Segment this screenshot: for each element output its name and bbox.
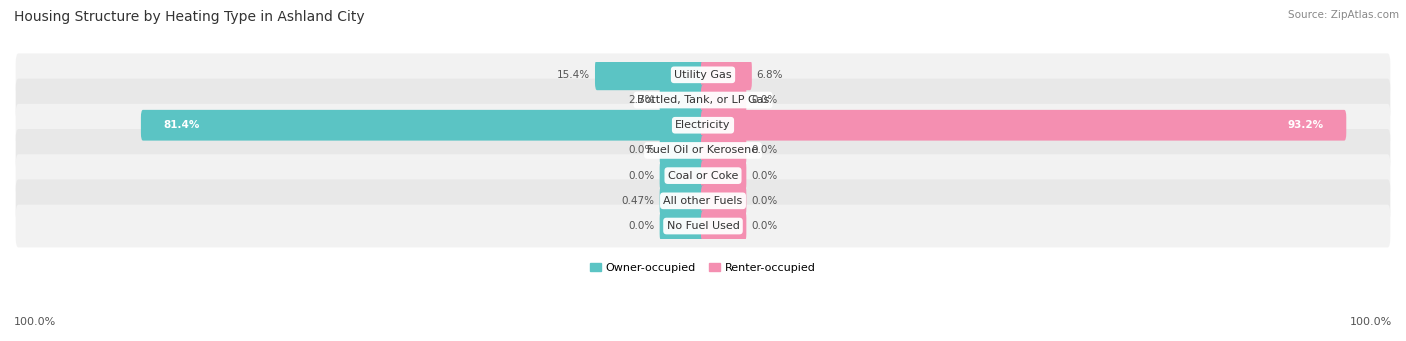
FancyBboxPatch shape (659, 85, 704, 115)
Text: 81.4%: 81.4% (163, 120, 200, 130)
Text: 0.47%: 0.47% (621, 196, 655, 206)
FancyBboxPatch shape (659, 160, 704, 191)
FancyBboxPatch shape (141, 110, 704, 140)
FancyBboxPatch shape (702, 135, 747, 166)
Text: 100.0%: 100.0% (1350, 317, 1392, 327)
FancyBboxPatch shape (15, 205, 1391, 248)
Text: 0.0%: 0.0% (751, 221, 778, 231)
FancyBboxPatch shape (15, 54, 1391, 96)
FancyBboxPatch shape (15, 104, 1391, 147)
FancyBboxPatch shape (702, 59, 752, 90)
Text: No Fuel Used: No Fuel Used (666, 221, 740, 231)
Text: 100.0%: 100.0% (14, 317, 56, 327)
Text: Coal or Coke: Coal or Coke (668, 170, 738, 181)
Text: 0.0%: 0.0% (628, 170, 655, 181)
FancyBboxPatch shape (702, 211, 747, 241)
FancyBboxPatch shape (15, 179, 1391, 222)
Text: 0.0%: 0.0% (751, 145, 778, 155)
FancyBboxPatch shape (15, 79, 1391, 121)
FancyBboxPatch shape (659, 186, 704, 216)
Text: 0.0%: 0.0% (628, 221, 655, 231)
Text: Utility Gas: Utility Gas (675, 70, 731, 80)
FancyBboxPatch shape (702, 110, 1347, 140)
Text: 2.7%: 2.7% (628, 95, 655, 105)
Text: Housing Structure by Heating Type in Ashland City: Housing Structure by Heating Type in Ash… (14, 10, 364, 24)
Text: Bottled, Tank, or LP Gas: Bottled, Tank, or LP Gas (637, 95, 769, 105)
FancyBboxPatch shape (15, 129, 1391, 172)
Text: 15.4%: 15.4% (557, 70, 591, 80)
Text: 0.0%: 0.0% (628, 145, 655, 155)
FancyBboxPatch shape (15, 154, 1391, 197)
FancyBboxPatch shape (659, 135, 704, 166)
Text: Source: ZipAtlas.com: Source: ZipAtlas.com (1288, 10, 1399, 20)
FancyBboxPatch shape (702, 85, 747, 115)
Text: Fuel Oil or Kerosene: Fuel Oil or Kerosene (647, 145, 759, 155)
FancyBboxPatch shape (702, 160, 747, 191)
Text: 93.2%: 93.2% (1288, 120, 1323, 130)
Text: All other Fuels: All other Fuels (664, 196, 742, 206)
Legend: Owner-occupied, Renter-occupied: Owner-occupied, Renter-occupied (586, 258, 820, 277)
FancyBboxPatch shape (702, 186, 747, 216)
FancyBboxPatch shape (659, 211, 704, 241)
Text: 0.0%: 0.0% (751, 196, 778, 206)
Text: Electricity: Electricity (675, 120, 731, 130)
Text: 6.8%: 6.8% (756, 70, 783, 80)
Text: 0.0%: 0.0% (751, 170, 778, 181)
FancyBboxPatch shape (595, 59, 704, 90)
Text: 0.0%: 0.0% (751, 95, 778, 105)
